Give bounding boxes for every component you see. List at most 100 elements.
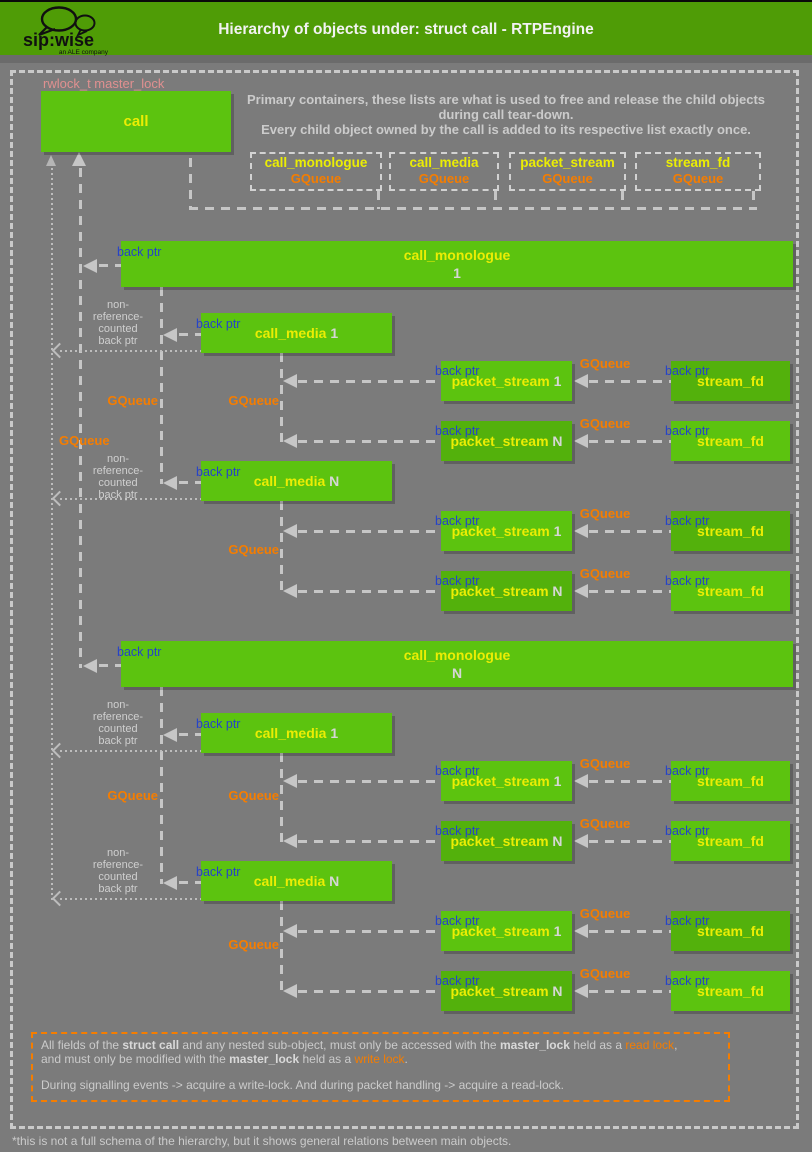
node-packet-stream-c2: packet_stream N (441, 821, 572, 861)
node-label: packet_stream (451, 773, 550, 789)
left-arrow (163, 476, 177, 490)
gqueue-label: GQueue (107, 393, 158, 408)
left-arrow (574, 374, 588, 388)
legend-title: call_media (409, 155, 479, 170)
tree-line-horizontal (589, 840, 671, 843)
node-call-media-1b: call_media 1 (201, 713, 392, 753)
back-ptr-label: back ptr (665, 574, 710, 588)
note-text: held as a (299, 1051, 355, 1066)
node-index: 1 (549, 773, 562, 789)
non-ref-label-line: non- (106, 453, 130, 465)
left-arrow (574, 924, 588, 938)
tree-line-horizontal (298, 930, 441, 933)
speech-bubbles-icon: sip:wise an ALE company (23, 6, 109, 56)
non-ref-label-line: reference- (92, 711, 144, 723)
node-label: packet_stream (450, 583, 549, 599)
non-ref-counted-back-ptr-label: non-reference-counted back ptr (78, 699, 158, 747)
legend-box-stream-fd: stream_fd GQueue (635, 152, 761, 191)
node-label: stream_fd (697, 433, 764, 449)
left-arrow (283, 434, 297, 448)
tree-line-horizontal (589, 780, 671, 783)
back-ptr-label: back ptr (435, 424, 480, 438)
node-label: call_media (254, 725, 327, 741)
back-ptr-label: back ptr (117, 645, 162, 659)
back-ptr-label: back ptr (665, 824, 710, 838)
node-label: stream_fd (697, 983, 764, 999)
back-ptr-label: back ptr (117, 245, 162, 259)
tree-line-vertical (752, 191, 755, 209)
left-arrow (283, 834, 297, 848)
legend-gqueue-label: GQueue (672, 171, 724, 186)
back-ptr-label: back ptr (435, 974, 480, 988)
node-packet-stream-b1: packet_stream 1 (441, 511, 572, 551)
tree-line-horizontal (298, 530, 441, 533)
node-stream-fd-a1: stream_fd (671, 361, 790, 401)
back-ptr-label: back ptr (665, 424, 710, 438)
non-ref-counted-back-ptr-label: non-reference-counted back ptr (78, 453, 158, 501)
node-label: stream_fd (697, 373, 764, 389)
tree-line-horizontal (298, 840, 441, 843)
tree-line-horizontal (60, 498, 201, 500)
legend-title: call_monologue (264, 155, 368, 170)
legend-gqueue-label: GQueue (542, 171, 593, 186)
back-ptr-label: back ptr (665, 764, 710, 778)
note-text: All fields of the (41, 1038, 123, 1052)
gqueue-label: GQueue (579, 756, 631, 771)
left-arrow (83, 659, 97, 673)
gqueue-label: GQueue (228, 788, 279, 803)
note-text: struct call (122, 1038, 180, 1052)
left-arrow (163, 328, 177, 342)
gqueue-label: GQueue (579, 506, 631, 521)
tree-line-horizontal (589, 930, 671, 933)
back-ptr-label: back ptr (435, 764, 480, 778)
note-text: held as a (569, 1038, 626, 1052)
footer-note: *this is not a full schema of the hierar… (12, 1134, 512, 1148)
tree-line-horizontal (589, 590, 671, 593)
up-arrow (46, 155, 56, 166)
left-arrow (163, 876, 177, 890)
note-text: During signalling events -> acquire a wr… (41, 1078, 564, 1092)
node-call-media-Na: call_media N (201, 461, 392, 501)
note-text: master_lock (499, 1038, 570, 1052)
node-label: call (123, 113, 149, 130)
back-ptr-label: back ptr (665, 914, 710, 928)
intro-line-3: Every child object owned by the call is … (261, 122, 751, 137)
legend-gqueue-label: GQueue (418, 171, 470, 186)
left-arrow (574, 434, 588, 448)
node-stream-fd-b2: stream_fd (671, 571, 790, 611)
node-index: 1 (549, 373, 562, 389)
back-ptr-label: back ptr (196, 717, 241, 731)
left-arrow (83, 259, 97, 273)
note-text: and must only be modified with the (41, 1051, 230, 1066)
node-call: call (41, 91, 231, 152)
back-ptr-label: back ptr (435, 824, 480, 838)
locking-note-box: All fields of the struct call and any ne… (31, 1032, 730, 1102)
note-text: master_lock (229, 1051, 300, 1066)
svg-text:an ALE company: an ALE company (59, 49, 109, 56)
node-stream-fd-d1: stream_fd (671, 911, 790, 951)
non-ref-label-line: reference- (92, 859, 144, 871)
tree-line-vertical (280, 501, 283, 593)
tree-line-horizontal (589, 530, 671, 533)
tree-line-horizontal (60, 750, 201, 752)
gqueue-label: GQueue (228, 542, 279, 557)
node-call-monologue-1: call_monologue 1 (121, 241, 793, 287)
node-index: 1 (326, 725, 339, 741)
node-index: N (451, 665, 463, 681)
back-ptr-label: back ptr (196, 317, 241, 331)
back-ptr-label: back ptr (435, 514, 480, 528)
non-ref-counted-back-ptr-label: non-reference-counted back ptr (78, 299, 158, 347)
non-ref-label-line: counted (98, 871, 138, 883)
gqueue-label: GQueue (228, 937, 279, 952)
tree-line-horizontal (60, 898, 201, 900)
node-index: N (548, 433, 563, 449)
node-index: N (325, 473, 340, 489)
locking-note-line: During signalling events -> acquire a wr… (41, 1078, 720, 1093)
gqueue-label: GQueue (228, 393, 279, 408)
node-label: packet_stream (451, 923, 550, 939)
gqueue-label: GQueue (59, 433, 110, 448)
legend-gqueue-label: GQueue (290, 171, 342, 186)
sipwise-logo: sip:wise an ALE company (22, 4, 110, 61)
note-text: . (404, 1051, 408, 1066)
tree-line-vertical (280, 353, 283, 443)
